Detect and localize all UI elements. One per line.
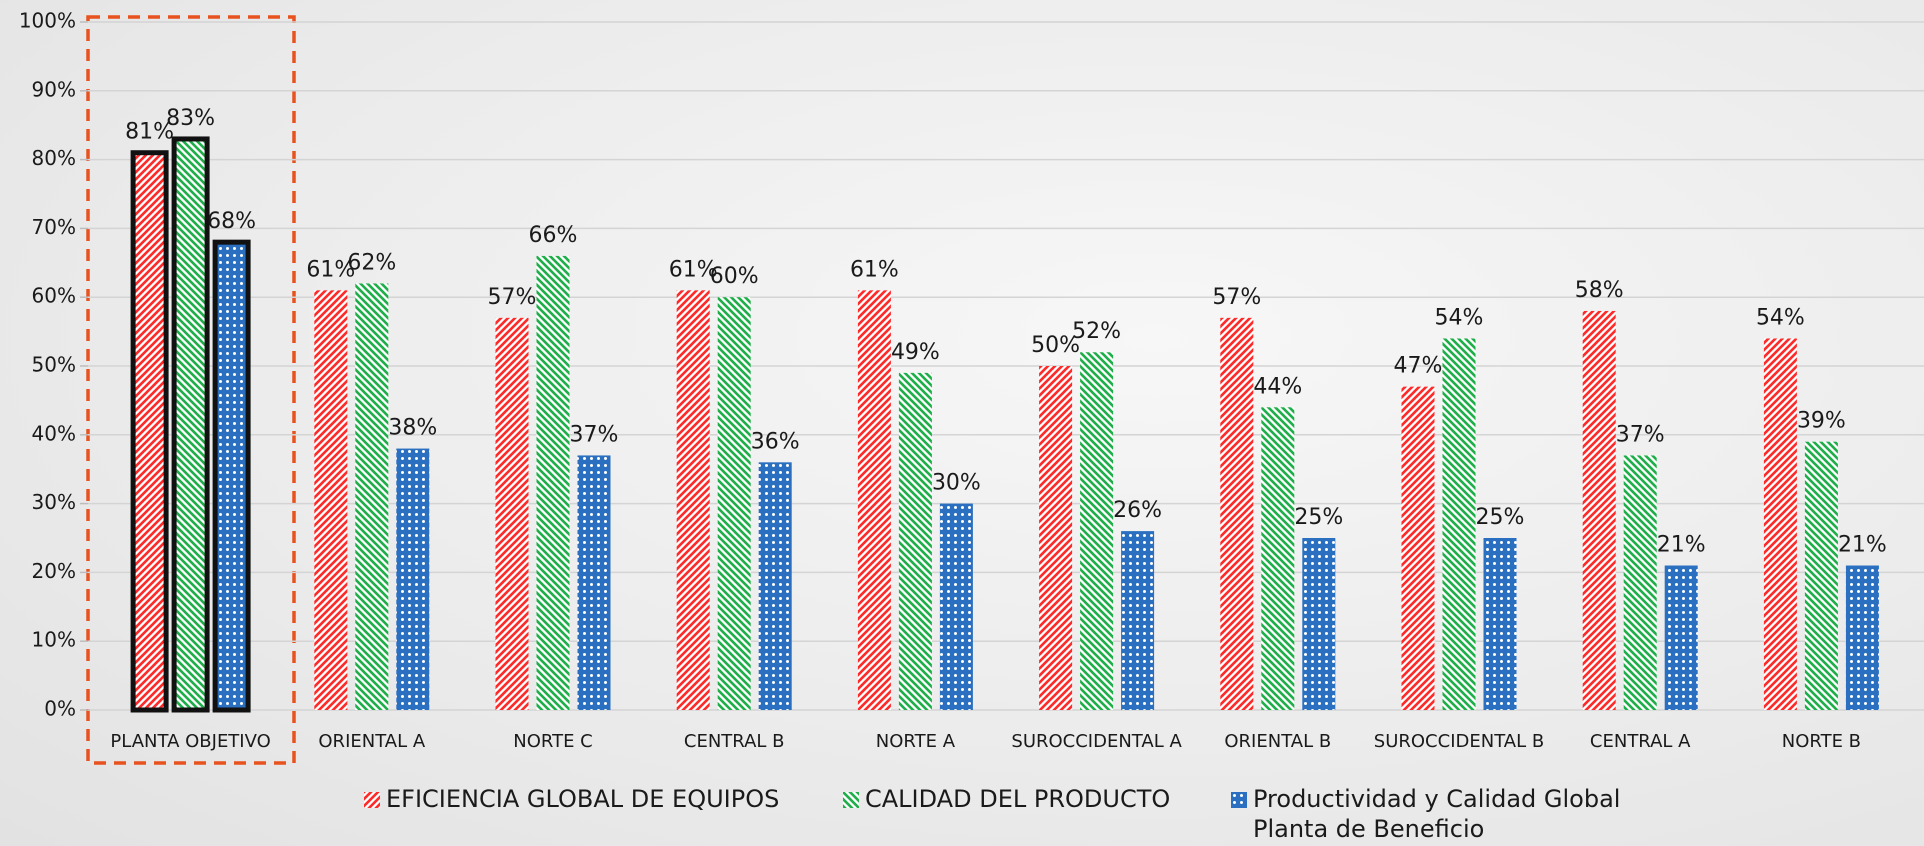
value-label: 30%	[932, 471, 981, 496]
value-label: 61%	[850, 257, 899, 282]
legend-item: Productividad y Calidad Global Planta de…	[1231, 784, 1651, 844]
y-tick-label: 10%	[32, 628, 76, 652]
value-label: 36%	[751, 429, 800, 454]
value-label: 25%	[1294, 505, 1343, 530]
y-tick-label: 60%	[32, 284, 76, 308]
legend-item: EFICIENCIA GLOBAL DE EQUIPOS	[364, 784, 804, 814]
value-label: 21%	[1657, 533, 1706, 558]
y-tick-label: 30%	[32, 490, 76, 514]
legend-item: CALIDAD DEL PRODUCTO	[843, 784, 1203, 814]
value-label: 37%	[1616, 422, 1665, 447]
value-label: 83%	[166, 106, 215, 131]
value-label: 60%	[710, 264, 759, 289]
y-tick-label: 40%	[32, 421, 76, 445]
x-tick-label: NORTE A	[876, 731, 956, 752]
value-label: 62%	[347, 250, 396, 275]
x-tick-label: ORIENTAL A	[318, 731, 425, 752]
y-tick-label: 90%	[32, 77, 76, 101]
value-label: 50%	[1031, 333, 1080, 358]
legend-swatch-fill	[364, 792, 380, 808]
bar	[1483, 538, 1517, 710]
bar	[717, 297, 751, 710]
bar	[1039, 366, 1073, 710]
bar	[1080, 352, 1114, 710]
legend-swatch-fill	[843, 792, 859, 808]
value-label: 47%	[1394, 354, 1443, 379]
value-label: 49%	[891, 340, 940, 365]
bar	[130, 150, 169, 713]
value-label: 21%	[1838, 533, 1887, 558]
bar	[898, 372, 932, 710]
bar	[857, 290, 891, 710]
legend-swatch-fill	[1231, 792, 1247, 808]
legend-label: EFICIENCIA GLOBAL DE EQUIPOS	[386, 785, 780, 813]
x-tick-label: NORTE B	[1782, 731, 1861, 752]
bar	[1763, 338, 1797, 710]
y-tick-label: 70%	[32, 215, 76, 239]
bar	[212, 239, 251, 713]
bar	[1121, 531, 1155, 710]
x-tick-label: NORTE C	[513, 731, 593, 752]
x-tick-label: CENTRAL B	[684, 731, 785, 752]
y-tick-label: 0%	[44, 697, 76, 721]
value-label: 61%	[669, 257, 718, 282]
x-tick-label: CENTRAL A	[1590, 731, 1691, 752]
value-label: 52%	[1072, 319, 1121, 344]
x-tick-label: ORIENTAL B	[1224, 731, 1331, 752]
bar	[1845, 565, 1879, 710]
bar	[1582, 310, 1616, 710]
value-label: 58%	[1575, 278, 1624, 303]
bar	[1401, 386, 1435, 710]
bar	[396, 448, 430, 710]
bar	[355, 283, 389, 710]
x-tick-label: SUROCCIDENTAL A	[1011, 731, 1182, 752]
x-tick-label: SUROCCIDENTAL B	[1374, 731, 1544, 752]
bar	[676, 290, 710, 710]
bar	[758, 462, 792, 710]
value-label: 54%	[1435, 305, 1484, 330]
bar	[171, 136, 210, 713]
bar	[1220, 317, 1254, 710]
value-label: 25%	[1476, 505, 1525, 530]
value-label: 44%	[1253, 374, 1302, 399]
legend-label: Productividad y Calidad Global Planta de…	[1253, 785, 1621, 843]
x-tick-label: PLANTA OBJETIVO	[110, 731, 270, 752]
value-label: 66%	[529, 223, 578, 248]
bar	[1664, 565, 1698, 710]
y-tick-label: 50%	[32, 353, 76, 377]
bar	[495, 317, 529, 710]
bar	[1623, 455, 1657, 710]
bar	[1302, 538, 1336, 710]
bar	[1261, 407, 1295, 710]
legend-swatch	[1231, 792, 1247, 808]
value-label: 57%	[1212, 285, 1261, 310]
y-tick-label: 80%	[32, 146, 76, 170]
bar	[314, 290, 348, 710]
legend-label: CALIDAD DEL PRODUCTO	[865, 785, 1171, 813]
bar	[536, 255, 570, 711]
legend-swatch	[843, 792, 859, 808]
value-label: 26%	[1113, 498, 1162, 523]
value-label: 39%	[1797, 409, 1846, 434]
value-label: 57%	[488, 285, 537, 310]
y-tick-label: 100%	[19, 9, 76, 33]
bar	[1442, 338, 1476, 710]
bar	[1804, 441, 1838, 710]
value-label: 61%	[306, 257, 355, 282]
bar	[939, 503, 973, 710]
bar	[577, 455, 611, 710]
value-label: 81%	[125, 120, 174, 145]
value-label: 68%	[207, 209, 256, 234]
legend-swatch	[364, 792, 380, 808]
value-label: 38%	[388, 416, 437, 441]
value-label: 37%	[570, 422, 619, 447]
y-tick-label: 20%	[32, 559, 76, 583]
highlight-box	[86, 15, 296, 765]
value-label: 54%	[1756, 305, 1805, 330]
